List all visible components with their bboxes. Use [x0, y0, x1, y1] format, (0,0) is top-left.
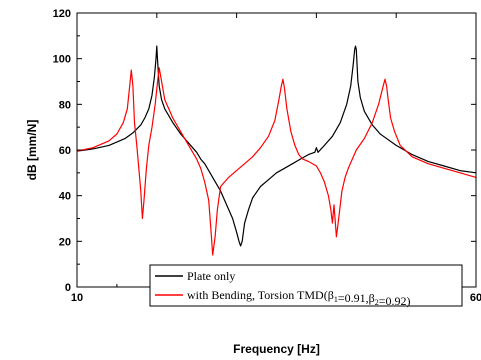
legend-label-1: with Bending, Torsion TMD(β1=0.91,β2=0.9… — [187, 288, 410, 308]
legend-box — [149, 264, 463, 307]
series-line-0 — [76, 45, 477, 247]
y-tick-label: 100 — [53, 54, 71, 66]
x-tick-label: 60 — [470, 292, 481, 304]
y-tick-label: 80 — [59, 99, 71, 111]
y-axis-title: dB [mm/N] — [25, 120, 39, 181]
y-tick-label: 120 — [53, 8, 71, 20]
y-tick-label: 0 — [65, 282, 71, 294]
series-line-1 — [76, 67, 477, 256]
y-tick-label: 40 — [59, 191, 71, 203]
x-tick-label: 10 — [71, 292, 83, 304]
x-axis-title: Frequency [Hz] — [233, 342, 320, 356]
y-tick-label: 20 — [59, 236, 71, 248]
legend: Plate only with Bending, Torsion TMD(β1=0… — [149, 264, 463, 308]
legend-label-0: Plate only — [187, 269, 235, 283]
series-layer — [76, 45, 477, 256]
y-tick-label: 60 — [59, 145, 71, 157]
